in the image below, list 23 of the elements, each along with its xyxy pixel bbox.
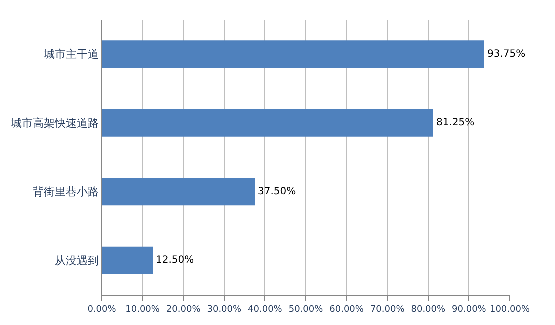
y-tick-label: 城市主干道 [42, 48, 99, 62]
x-tick-label: 60.00% [330, 304, 364, 315]
x-tick-label: 20.00% [166, 304, 202, 315]
data-label: 93.75% [488, 48, 526, 60]
bar [102, 246, 153, 274]
x-tick-label: 90.00% [452, 304, 487, 315]
bar [102, 109, 434, 137]
x-tick-label: 80.00% [411, 304, 446, 315]
y-tick-label: 从没遇到 [54, 254, 99, 268]
data-label: 81.25% [436, 118, 475, 129]
data-label: 12.50% [156, 255, 194, 266]
y-tick-label: 背街里巷小路 [32, 186, 99, 199]
y-tick-label: 城市高架快速道路 [10, 116, 99, 130]
x-tick-label: 40.00% [248, 304, 283, 315]
bar [102, 178, 255, 206]
x-tick-label: 50.00% [288, 304, 324, 315]
data-label: 37.50% [258, 186, 296, 198]
x-tick-label: 30.00% [207, 304, 242, 315]
x-tick-label: 10.00% [126, 304, 160, 315]
x-tick-label: 0.00% [88, 304, 117, 315]
bar [102, 40, 484, 68]
x-tick-label: 70.00% [370, 304, 406, 315]
x-tick-label: 100.00% [490, 304, 530, 315]
